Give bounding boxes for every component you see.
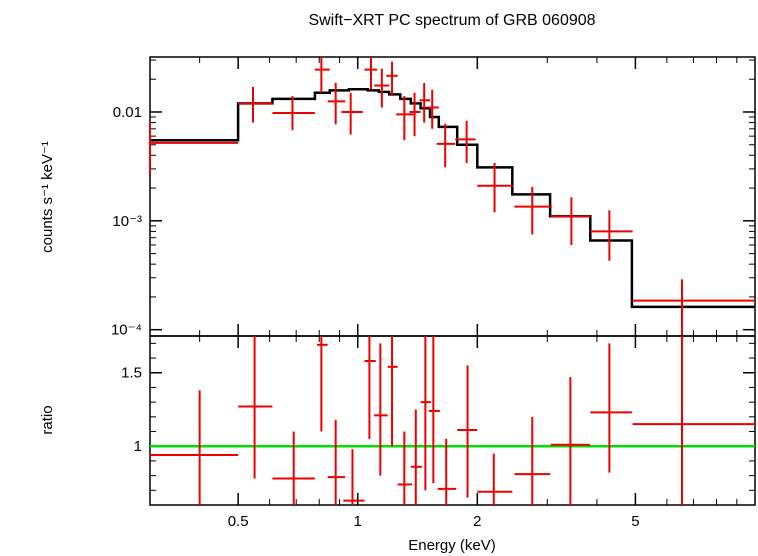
y-tick-label: 0.01 (113, 104, 142, 121)
y-tick-label: 10⁻³ (112, 213, 142, 230)
model-line (150, 87, 755, 309)
y-tick-label: 1 (134, 438, 142, 455)
x-tick-label: 5 (631, 513, 639, 530)
x-axis-label: Energy (keV) (408, 537, 496, 554)
x-tick-label: 0.5 (228, 513, 249, 530)
spectrum-frame (149, 56, 756, 337)
spectrum-y-axis-label: counts s⁻¹ keV⁻¹ (39, 141, 56, 253)
y-tick-label: 10⁻⁴ (111, 322, 142, 339)
ratio-panel: 0.5 1 2 5 1 1.5 (121, 335, 756, 530)
x-tick-label: 1 (354, 513, 362, 530)
y-tick-label: 1.5 (121, 365, 142, 382)
spectrum-panel: 0.01 10⁻³ 10⁻⁴ (111, 56, 756, 339)
chart-title: Swift−XRT PC spectrum of GRB 060908 (308, 12, 595, 29)
x-tick-label: 2 (473, 513, 481, 530)
ratio-frame (149, 335, 756, 506)
ratio-y-axis-label: ratio (39, 405, 56, 434)
